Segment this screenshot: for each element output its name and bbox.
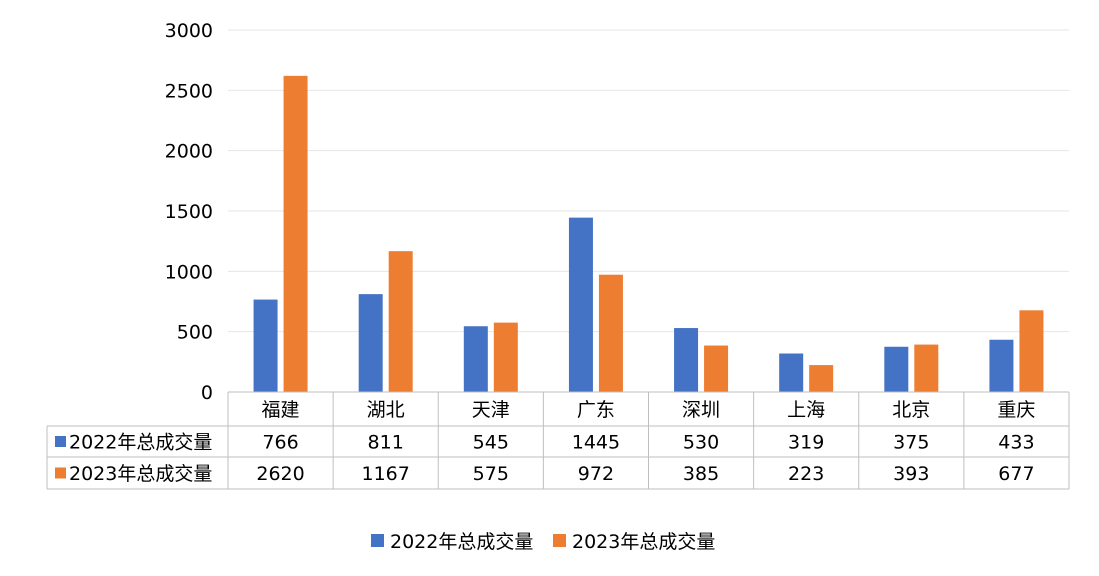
bar-series2-7 [1019, 310, 1044, 392]
gridlines [228, 29, 1069, 333]
bar-series1-2 [463, 326, 488, 392]
x-tick-label: 深圳 [682, 399, 720, 421]
legend: 2022年总成交量 2023年总成交量 [371, 531, 715, 553]
table-value: 575 [473, 463, 509, 485]
table-value: 375 [893, 432, 929, 454]
table-legend-key [55, 467, 66, 479]
y-axis: 0 500 1000 1500 2000 2500 3000 [165, 20, 213, 404]
table-value: 677 [998, 463, 1034, 485]
table-value: 530 [683, 432, 719, 454]
bar-series2-6 [914, 344, 939, 392]
table-value: 545 [473, 432, 509, 454]
x-tick-label: 重庆 [997, 399, 1035, 421]
legend-swatch [371, 534, 384, 547]
y-tick-label: 0 [201, 382, 213, 404]
y-tick-label: 2000 [165, 141, 213, 163]
table-value: 385 [683, 463, 719, 485]
table-value: 766 [262, 432, 298, 454]
bar-series1-5 [779, 353, 804, 392]
table-value: 223 [788, 463, 824, 485]
table-value: 811 [368, 432, 404, 454]
bar-series1-3 [568, 217, 593, 392]
y-tick-label: 2500 [165, 80, 213, 102]
y-tick-label: 1500 [165, 201, 213, 223]
data-table: 福建 湖北 天津 广东 深圳 上海 北京 重庆 2022年总成交量 766 811 545 1445 53… [46, 391, 1070, 490]
x-tick-label: 广东 [577, 399, 615, 421]
bar-series2-5 [809, 365, 834, 392]
bar-series1-6 [884, 346, 909, 392]
x-tick-label: 天津 [472, 399, 510, 421]
table-value: 2620 [256, 463, 304, 485]
x-tick-label: 上海 [787, 399, 825, 421]
legend-swatch [553, 534, 566, 547]
table-value: 1167 [362, 463, 410, 485]
y-tick-label: 500 [177, 322, 213, 344]
table-value: 433 [998, 432, 1034, 454]
table-value: 393 [893, 463, 929, 485]
bar-series2-2 [493, 322, 518, 392]
table-series-name: 2023年总成交量 [69, 463, 212, 485]
bar-series1-0 [253, 299, 278, 392]
y-tick-label: 1000 [165, 261, 213, 283]
legend-label: 2023年总成交量 [572, 531, 715, 553]
y-tick-label: 3000 [165, 20, 213, 42]
bars [253, 75, 1044, 392]
bar-series1-1 [358, 294, 383, 392]
table-series-name: 2022年总成交量 [69, 432, 212, 454]
bar-series2-0 [283, 75, 308, 392]
table-value: 1445 [572, 432, 620, 454]
x-tick-label: 湖北 [367, 399, 405, 421]
table-legend-key [55, 436, 66, 447]
table-value: 972 [578, 463, 614, 485]
x-tick-label: 福建 [262, 399, 300, 421]
bar-series2-1 [388, 251, 413, 392]
bar-series1-7 [989, 339, 1014, 392]
bar-series2-4 [704, 345, 729, 392]
table-value: 319 [788, 432, 824, 454]
legend-label: 2022年总成交量 [390, 531, 533, 553]
bar-series2-3 [598, 274, 623, 392]
x-tick-label: 北京 [892, 399, 930, 421]
bar-series1-4 [674, 328, 699, 392]
